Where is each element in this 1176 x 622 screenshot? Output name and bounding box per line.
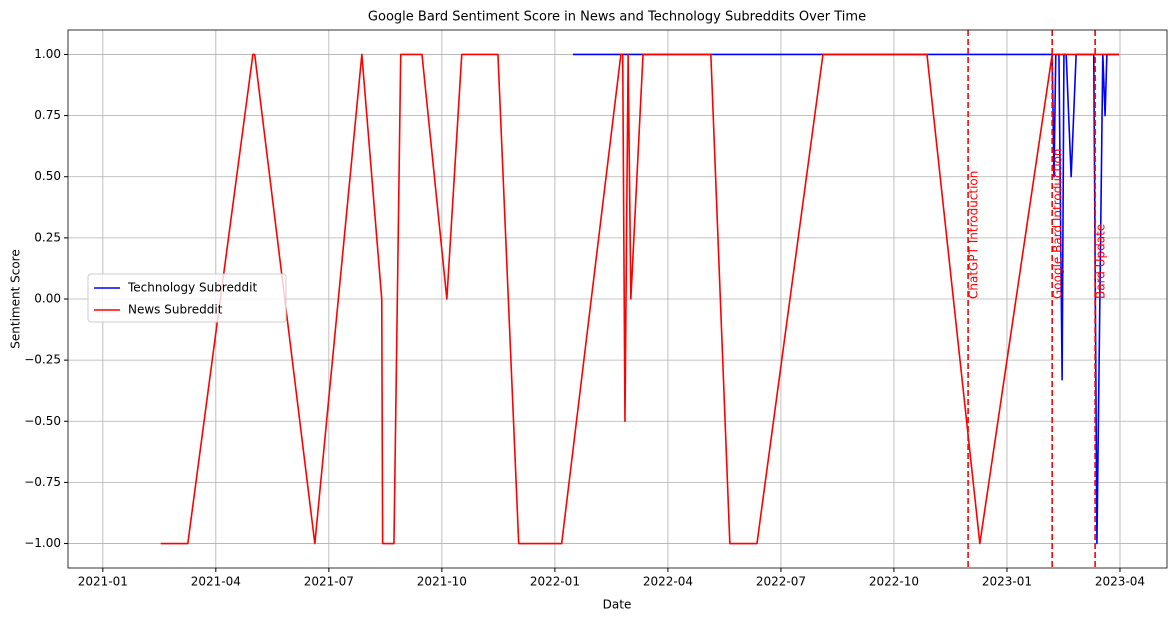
x-tick-label: 2021-01 [78, 575, 128, 589]
x-tick-label: 2022-04 [643, 575, 693, 589]
legend-label: Technology Subreddit [127, 281, 257, 295]
x-tick-label: 2022-01 [530, 575, 580, 589]
x-tick-label: 2021-10 [417, 575, 467, 589]
x-tick-label: 2022-10 [869, 575, 919, 589]
reference-label: ChatGPT Introduction [967, 171, 981, 299]
y-tick-label: 1.00 [34, 47, 61, 61]
y-tick-label: −0.50 [24, 414, 61, 428]
y-tick-label: −1.00 [24, 536, 61, 550]
y-tick-label: 0.50 [34, 169, 61, 183]
y-tick-label: 0.25 [34, 230, 61, 244]
x-tick-label: 2023-01 [982, 575, 1032, 589]
x-axis-label: Date [603, 598, 632, 612]
y-tick-label: −0.75 [24, 475, 61, 489]
plot-frame [67, 29, 1168, 569]
reference-label: Google Bard Introduction [1051, 148, 1065, 299]
y-tick-label: −0.25 [24, 353, 61, 367]
reference-label: Bard Update [1094, 224, 1108, 299]
x-tick-label: 2021-04 [191, 575, 241, 589]
x-tick-label: 2023-04 [1095, 575, 1145, 589]
series-line [160, 53, 1120, 545]
x-tick-label: 2022-07 [756, 575, 806, 589]
legend-box [87, 273, 287, 323]
series-line [572, 53, 1120, 545]
x-tick-label: 2021-07 [304, 575, 354, 589]
legend-label: News Subreddit [128, 303, 223, 317]
chart-title: Google Bard Sentiment Score in News and … [368, 10, 866, 25]
y-tick-label: 0.75 [34, 108, 61, 122]
y-tick-label: 0.00 [34, 292, 61, 306]
y-axis-label: Sentiment Score [9, 249, 23, 348]
